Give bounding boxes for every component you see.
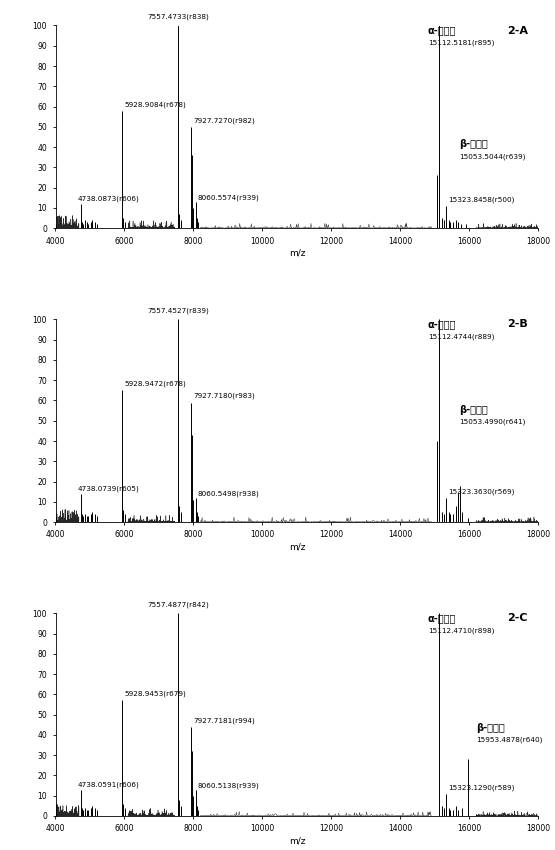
Text: 4738.0739(r605): 4738.0739(r605) xyxy=(78,485,139,491)
X-axis label: m/z: m/z xyxy=(289,542,305,551)
X-axis label: m/z: m/z xyxy=(289,836,305,845)
Text: 15053.4990(r641): 15053.4990(r641) xyxy=(459,419,526,425)
Text: β-珠蛋白: β-珠蛋白 xyxy=(459,139,488,149)
Text: 5928.9453(r679): 5928.9453(r679) xyxy=(124,691,186,697)
Text: 7557.4527(r839): 7557.4527(r839) xyxy=(147,308,209,314)
Text: 7927.7270(r982): 7927.7270(r982) xyxy=(193,117,255,124)
Text: 2-A: 2-A xyxy=(507,26,528,36)
Text: 4738.0873(r606): 4738.0873(r606) xyxy=(78,196,139,201)
Text: 15053.5044(r639): 15053.5044(r639) xyxy=(459,153,526,160)
Text: 7927.7180(r983): 7927.7180(r983) xyxy=(193,393,255,400)
Text: 15323.1290(r589): 15323.1290(r589) xyxy=(448,785,514,791)
Text: 15323.3630(r569): 15323.3630(r569) xyxy=(448,488,514,495)
Text: 15953.4878(r640): 15953.4878(r640) xyxy=(476,737,543,744)
Text: 5928.9084(r678): 5928.9084(r678) xyxy=(124,101,186,108)
Text: α-珠蛋白: α-珠蛋白 xyxy=(428,614,456,623)
Text: β-珠蛋白: β-珠蛋白 xyxy=(459,405,488,415)
Text: α-珠蛋白: α-珠蛋白 xyxy=(428,26,456,36)
Text: β-珠蛋白: β-珠蛋白 xyxy=(476,722,505,733)
X-axis label: m/z: m/z xyxy=(289,248,305,258)
Text: 15112.4710(r898): 15112.4710(r898) xyxy=(428,627,495,634)
Text: 7927.7181(r994): 7927.7181(r994) xyxy=(193,717,255,723)
Text: 7557.4877(r842): 7557.4877(r842) xyxy=(147,602,209,609)
Text: 8060.5498(r938): 8060.5498(r938) xyxy=(198,490,259,496)
Text: 7557.4733(r838): 7557.4733(r838) xyxy=(147,14,209,20)
Text: 2-B: 2-B xyxy=(507,320,528,330)
Text: 8060.5138(r939): 8060.5138(r939) xyxy=(198,782,259,789)
Text: 5928.9472(r678): 5928.9472(r678) xyxy=(124,381,186,388)
Text: 15112.5181(r895): 15112.5181(r895) xyxy=(428,40,495,46)
Text: 8060.5574(r939): 8060.5574(r939) xyxy=(198,195,259,201)
Text: 4738.0591(r606): 4738.0591(r606) xyxy=(78,781,139,788)
Text: 15323.8458(r500): 15323.8458(r500) xyxy=(448,196,514,203)
Text: 2-C: 2-C xyxy=(507,614,528,623)
Text: 15112.4744(r889): 15112.4744(r889) xyxy=(428,333,495,340)
Text: α-珠蛋白: α-珠蛋白 xyxy=(428,320,456,330)
